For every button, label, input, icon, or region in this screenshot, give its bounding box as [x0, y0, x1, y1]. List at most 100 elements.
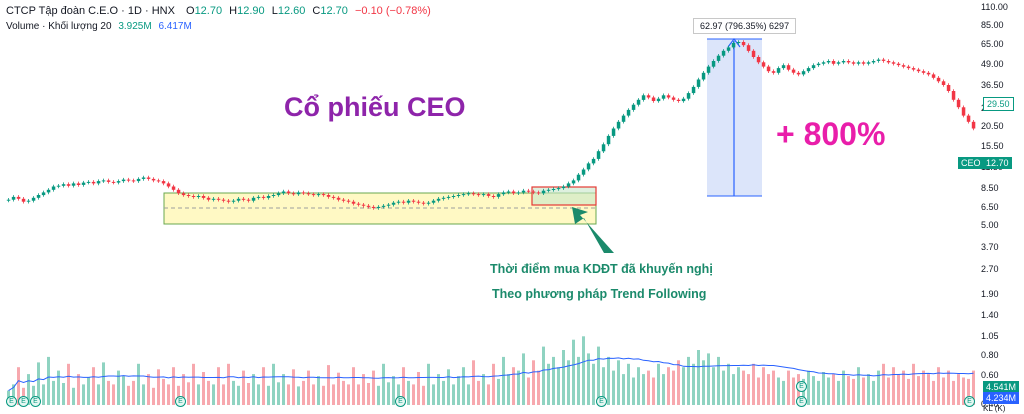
event-marker[interactable]: E [175, 396, 186, 407]
volume-bar [97, 384, 100, 405]
candle [616, 120, 621, 131]
volume-bar [542, 346, 545, 405]
volume-bar [452, 384, 455, 405]
candle [16, 195, 21, 201]
volume-bar [342, 380, 345, 405]
candles [6, 40, 976, 210]
volume-bar [962, 377, 965, 405]
event-marker[interactable]: E [6, 396, 17, 407]
candle [461, 192, 466, 197]
candle [676, 98, 681, 103]
candle [126, 177, 131, 183]
high-value: 12.90 [237, 5, 265, 17]
volume-bar [862, 377, 865, 405]
volume-bar [837, 380, 840, 405]
volume-bar [262, 367, 265, 405]
candle [721, 49, 726, 58]
low-label: L [271, 5, 278, 17]
volume-bar [507, 374, 510, 405]
volume-legend[interactable]: Volume · Khối lượng 20 3.925M 6.417M [6, 21, 192, 32]
volume-bar [347, 384, 350, 405]
candle [426, 201, 431, 206]
candle [91, 180, 96, 186]
volume-bar [247, 383, 250, 405]
price-tick: 65.00 [981, 39, 1004, 50]
gain-annotation: + 800% [776, 116, 886, 152]
candle [31, 196, 36, 203]
volume-ma-tag: 4.234M [983, 392, 1020, 404]
volume-bar [502, 356, 505, 405]
candle [731, 41, 736, 50]
candle [621, 113, 626, 124]
candle [506, 189, 511, 195]
candle [46, 188, 51, 195]
price-tick: 0.80 [981, 350, 999, 360]
candle [176, 188, 181, 195]
symbol-title[interactable]: CTCP Tập đoàn C.E.O · 1D · HNX [6, 5, 175, 17]
candle [371, 205, 376, 210]
volume-bar [287, 384, 290, 405]
candle [966, 113, 971, 124]
volume-bar [202, 372, 205, 405]
volume-bar [822, 372, 825, 405]
candle [826, 59, 831, 65]
chart-overlays [163, 38, 762, 253]
note-arrow [572, 207, 614, 253]
candle [156, 178, 161, 183]
candle [806, 66, 811, 73]
candle [481, 192, 486, 197]
candle [846, 59, 851, 65]
volume-bar [562, 350, 565, 405]
candle [551, 187, 556, 192]
volume-bar [717, 356, 720, 405]
candle [71, 181, 76, 188]
candle [236, 197, 241, 203]
ref-price-tag: 29.50 [983, 97, 1014, 111]
volume-bar [242, 370, 245, 405]
event-marker[interactable]: E [796, 381, 807, 392]
event-marker[interactable]: E [18, 396, 29, 407]
candle [851, 60, 856, 66]
event-marker[interactable]: E [796, 396, 807, 407]
volume-bar [67, 363, 70, 405]
volume-bar [252, 374, 255, 405]
volume-bar [377, 385, 380, 406]
candle [146, 175, 151, 181]
volume-bar [12, 384, 15, 405]
candle [11, 195, 16, 202]
volume-bar [727, 363, 730, 405]
volume-bar [327, 365, 330, 405]
volume-bar [832, 374, 835, 405]
volume-bar [967, 378, 970, 405]
volume-bar [917, 376, 920, 405]
volume-bar [527, 377, 530, 405]
event-marker[interactable]: E [30, 396, 41, 407]
candle [471, 191, 476, 196]
volume-bar [227, 363, 230, 405]
volume-bar [672, 370, 675, 405]
volume-bar [537, 370, 540, 405]
candle [801, 69, 806, 77]
volume-bar [42, 384, 45, 405]
candle [341, 198, 346, 203]
candle [76, 181, 81, 187]
candle [456, 193, 461, 198]
event-marker[interactable]: E [964, 396, 975, 407]
volume-bar [547, 363, 550, 405]
candle [816, 62, 821, 67]
volume-bar [212, 384, 215, 405]
event-marker[interactable]: E [596, 396, 607, 407]
candle [366, 204, 371, 209]
volume-bar [337, 372, 340, 405]
symbol-header: CTCP Tập đoàn C.E.O · 1D · HNX O12.70 H1… [6, 5, 431, 17]
volume-bar [457, 376, 460, 405]
event-marker[interactable]: E [395, 396, 406, 407]
candle [96, 179, 101, 186]
candle [251, 196, 256, 203]
candle [761, 60, 766, 69]
candle [241, 197, 246, 202]
candle [361, 203, 366, 208]
candle [416, 199, 421, 205]
volume-bar [772, 370, 775, 405]
